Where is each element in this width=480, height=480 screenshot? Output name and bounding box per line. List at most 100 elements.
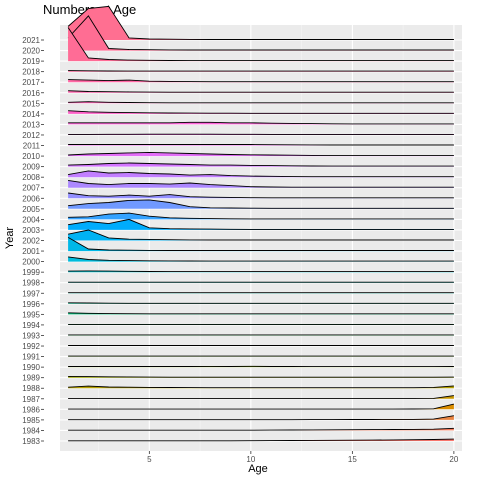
y-tick-label: 2016 — [22, 89, 40, 98]
y-tick-label: 1998 — [22, 279, 40, 288]
ridge-2020 — [67, 15, 454, 51]
ridge-2010 — [68, 151, 454, 157]
y-tick-label: 2005 — [22, 205, 40, 214]
ridge-fill-2010 — [68, 152, 454, 157]
y-tick-label: 2021 — [22, 36, 40, 45]
ridge-1997 — [68, 292, 454, 294]
ridge-2007 — [68, 179, 454, 188]
ridge-2018 — [68, 70, 454, 72]
ridge-line-1983 — [68, 438, 454, 442]
y-tick-label: 1996 — [22, 300, 40, 309]
y-tick-label: 2020 — [22, 47, 40, 56]
ridge-2005 — [68, 199, 454, 209]
y-tick-label: 1987 — [22, 395, 40, 404]
ridge-1985 — [68, 415, 454, 421]
ridge-line-2020 — [67, 15, 454, 51]
ridge-fill-2007 — [68, 180, 454, 188]
x-axis-ticks: 5 10 15 20 — [147, 451, 459, 464]
ridge-line-2017 — [68, 79, 454, 83]
ridge-2011 — [68, 144, 454, 146]
ridge-line-2005 — [68, 199, 454, 209]
ridge-line-2006 — [68, 192, 454, 199]
ridge-line-2019 — [67, 27, 454, 62]
ridge-1988 — [68, 385, 454, 389]
ridge-fill-2002 — [68, 230, 454, 241]
y-tick-label: 2015 — [22, 99, 40, 108]
ridges — [67, 5, 455, 442]
ridge-line-2018 — [68, 70, 454, 72]
y-tick-label: 2001 — [22, 247, 40, 256]
y-tick-label: 2008 — [22, 173, 40, 182]
ridge-2002 — [68, 229, 454, 241]
y-tick-label: 2003 — [22, 226, 40, 235]
x-tick-label: 20 — [449, 455, 458, 464]
ridge-line-1986 — [68, 403, 455, 410]
ridge-line-2013 — [68, 121, 454, 125]
x-tick-label: 15 — [348, 455, 357, 464]
y-tick-label: 2004 — [22, 215, 40, 224]
ridge-fill-2003 — [68, 219, 454, 230]
y-tick-label: 1995 — [22, 310, 40, 319]
ridge-1998 — [68, 281, 454, 283]
y-tick-label: 1984 — [22, 426, 40, 435]
ridge-1989 — [68, 375, 454, 378]
y-tick-label: 1993 — [22, 331, 40, 340]
y-tick-label: 1988 — [22, 384, 40, 393]
y-tick-label: 2017 — [22, 78, 40, 87]
x-tick-label: 10 — [246, 455, 255, 464]
ridge-line-2016 — [68, 90, 454, 93]
ridge-1996 — [68, 302, 454, 304]
ridge-1993 — [68, 334, 454, 336]
ridge-1992 — [68, 345, 454, 346]
ridge-2012 — [68, 133, 454, 135]
ridge-line-1989 — [68, 375, 454, 378]
ridge-line-2002 — [68, 229, 454, 241]
y-tick-label: 2009 — [22, 163, 40, 172]
ridge-fill-2020 — [68, 15, 454, 51]
ridge-1983 — [68, 438, 454, 442]
y-tick-label: 1994 — [22, 321, 40, 330]
ridge-2014 — [68, 110, 454, 114]
y-tick-label: 1991 — [22, 353, 40, 362]
ridge-line-1999 — [68, 270, 454, 273]
ridge-2006 — [68, 192, 454, 199]
ridge-2001 — [67, 237, 454, 252]
ridge-1995 — [68, 312, 454, 315]
ridge-2017 — [68, 79, 454, 83]
y-tick-label: 1992 — [22, 342, 40, 351]
ridge-2019 — [67, 27, 454, 62]
ridge-line-2007 — [68, 179, 454, 188]
ridge-line-1988 — [68, 385, 454, 389]
ridge-2008 — [68, 170, 454, 178]
ridge-1984 — [68, 427, 454, 431]
y-tick-label: 2007 — [22, 184, 40, 193]
ridge-1990 — [68, 365, 454, 368]
ridge-line-1984 — [68, 427, 454, 431]
ridge-2000 — [68, 256, 454, 262]
ridge-line-2011 — [68, 144, 454, 146]
ridge-1987 — [68, 395, 454, 400]
ridge-line-1995 — [68, 312, 454, 315]
ridge-line-2003 — [68, 218, 454, 230]
ridge-line-2009 — [68, 162, 454, 167]
ridge-line-2010 — [68, 151, 454, 157]
ridge-line-1987 — [68, 395, 454, 400]
ridge-2021 — [67, 5, 454, 40]
ridge-fill-2008 — [68, 170, 454, 178]
y-tick-label: 2019 — [22, 57, 40, 66]
ridge-2015 — [68, 101, 454, 104]
ridge-line-2001 — [67, 237, 454, 251]
ridge-2004 — [68, 212, 454, 220]
y-tick-label: 2011 — [23, 142, 41, 151]
ridge-1991 — [68, 355, 454, 357]
y-tick-label: 1983 — [22, 437, 40, 446]
ridge-fill-2006 — [68, 193, 454, 199]
ridge-line-2015 — [68, 101, 454, 104]
y-tick-label: 2010 — [22, 152, 40, 161]
y-tick-label: 2014 — [22, 110, 40, 119]
y-tick-label: 2013 — [22, 120, 40, 129]
y-tick-label: 2012 — [22, 131, 40, 140]
ridge-2009 — [68, 162, 454, 167]
y-tick-label: 1997 — [22, 289, 40, 298]
